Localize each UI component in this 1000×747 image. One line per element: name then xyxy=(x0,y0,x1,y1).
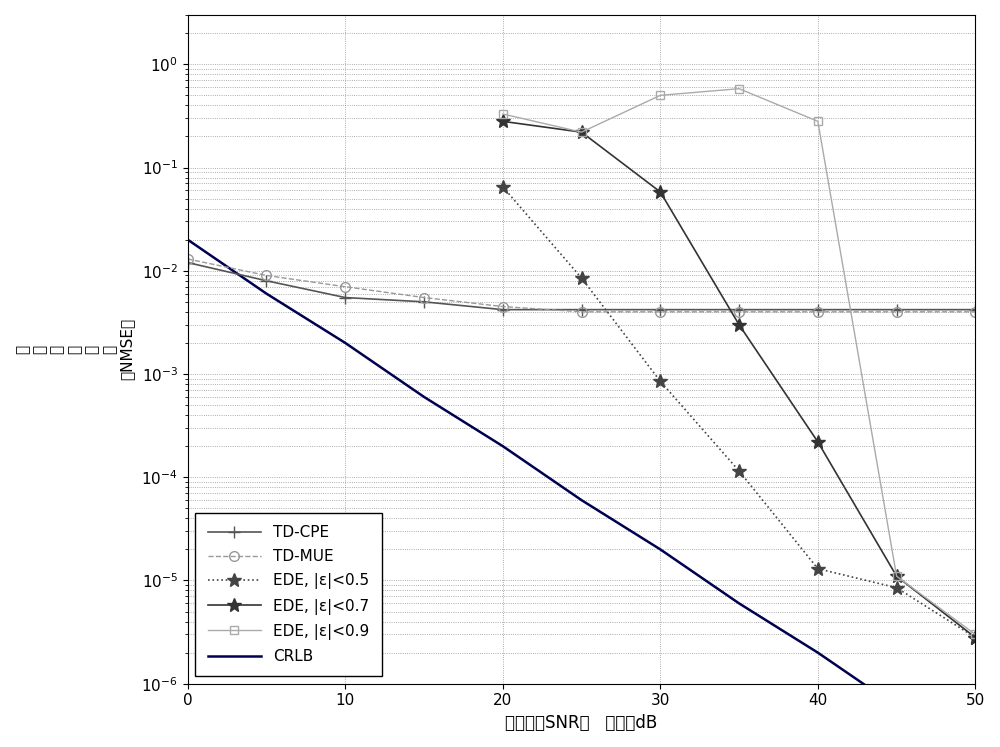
EDE, |e|<0.5 xyxy=(891,583,903,592)
Line: CRLB: CRLB xyxy=(188,240,975,747)
Line: EDE, |e|<0.7: EDE, |e|<0.7 xyxy=(496,114,982,645)
EDE, |e|<0.7 xyxy=(497,117,509,125)
TD-MUE xyxy=(182,255,194,264)
TD-CPE xyxy=(812,306,824,314)
EDE, |e|<0.9 xyxy=(891,571,903,580)
EDE, |e|<0.7 xyxy=(576,128,588,137)
EDE, |e|<0.5 xyxy=(733,466,745,475)
EDE, |e|<0.9 xyxy=(733,84,745,93)
EDE, |e|<0.5 xyxy=(654,376,666,385)
TD-CPE xyxy=(969,306,981,314)
Line: EDE, |e|<0.5: EDE, |e|<0.5 xyxy=(496,180,982,645)
TD-MUE xyxy=(969,307,981,316)
CRLB xyxy=(339,338,351,347)
TD-MUE xyxy=(418,293,430,302)
TD-CPE xyxy=(891,306,903,314)
TD-CPE xyxy=(576,306,588,314)
Y-axis label: 归
一
化
均
方
差
（NMSE）: 归 一 化 均 方 差 （NMSE） xyxy=(15,318,134,380)
CRLB xyxy=(260,289,272,298)
EDE, |e|<0.9 xyxy=(969,630,981,639)
TD-CPE xyxy=(654,306,666,314)
Line: EDE, |e|<0.9: EDE, |e|<0.9 xyxy=(499,84,980,639)
CRLB xyxy=(182,235,194,244)
TD-CPE xyxy=(497,306,509,314)
EDE, |e|<0.7 xyxy=(733,320,745,329)
Line: TD-CPE: TD-CPE xyxy=(182,257,981,315)
CRLB xyxy=(497,441,509,450)
X-axis label: 信噪比（SNR）   单位：dB: 信噪比（SNR） 单位：dB xyxy=(505,714,658,732)
TD-MUE xyxy=(576,307,588,316)
EDE, |e|<0.7 xyxy=(969,633,981,642)
TD-MUE xyxy=(497,302,509,311)
TD-CPE xyxy=(182,258,194,267)
TD-MUE xyxy=(812,307,824,316)
EDE, |e|<0.5 xyxy=(497,182,509,191)
EDE, |e|<0.7 xyxy=(891,571,903,580)
CRLB xyxy=(891,702,903,711)
Legend: TD-CPE, TD-MUE, EDE, |ε|<0.5, EDE, |ε|<0.7, EDE, |ε|<0.9, CRLB: TD-CPE, TD-MUE, EDE, |ε|<0.5, EDE, |ε|<0… xyxy=(195,512,382,676)
CRLB xyxy=(576,496,588,505)
TD-MUE xyxy=(733,307,745,316)
CRLB xyxy=(733,599,745,608)
EDE, |e|<0.5 xyxy=(812,564,824,573)
TD-MUE xyxy=(260,271,272,280)
EDE, |e|<0.5 xyxy=(576,273,588,282)
TD-MUE xyxy=(891,307,903,316)
EDE, |e|<0.9 xyxy=(576,128,588,137)
CRLB xyxy=(654,545,666,554)
CRLB xyxy=(418,392,430,401)
TD-CPE xyxy=(260,276,272,285)
Line: TD-MUE: TD-MUE xyxy=(183,254,980,317)
TD-CPE xyxy=(418,297,430,306)
TD-CPE xyxy=(339,293,351,302)
EDE, |e|<0.9 xyxy=(497,110,509,119)
EDE, |e|<0.9 xyxy=(812,117,824,125)
TD-MUE xyxy=(654,307,666,316)
TD-MUE xyxy=(339,282,351,291)
EDE, |e|<0.7 xyxy=(654,187,666,196)
EDE, |e|<0.5 xyxy=(969,633,981,642)
EDE, |e|<0.9 xyxy=(654,91,666,100)
CRLB xyxy=(812,648,824,657)
EDE, |e|<0.7 xyxy=(812,438,824,447)
TD-CPE xyxy=(733,306,745,314)
